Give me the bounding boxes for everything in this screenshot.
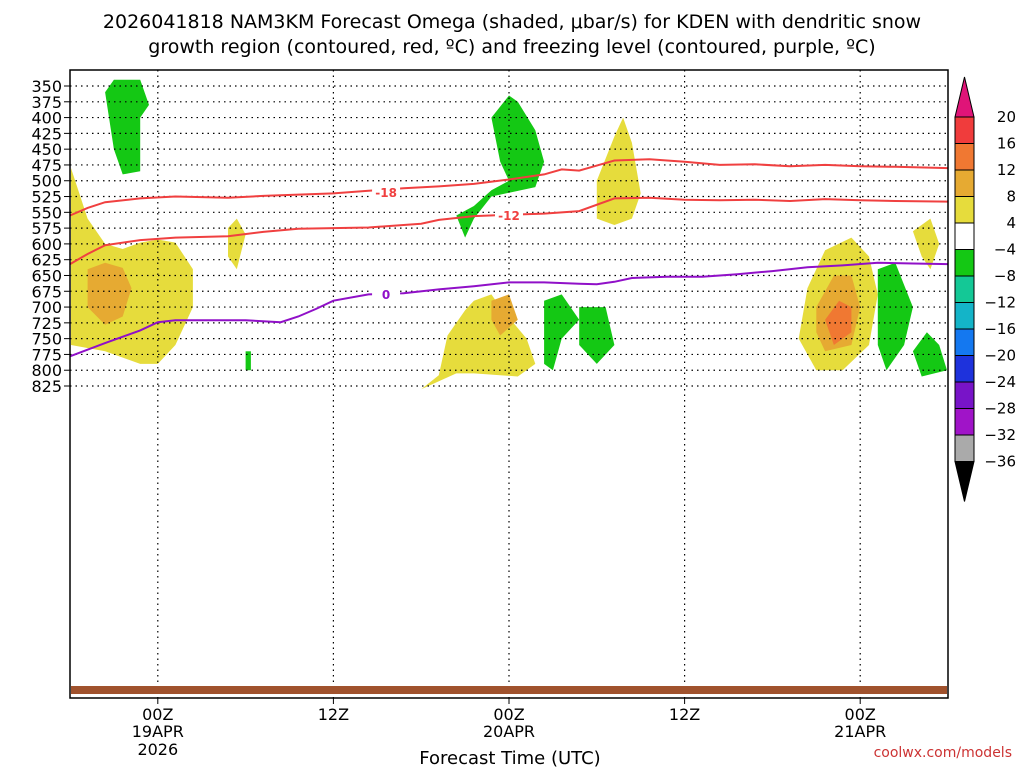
chart-title-line1: 2026041818 NAM3KM Forecast Omega (shaded… [103,11,921,33]
colorbar-segment-1 [954,116,975,144]
omega-region-7 [456,95,545,238]
y-tick-label-550: 550 [31,203,62,222]
x-date-label-20: 20APR [483,722,535,741]
x-date-label-40: 21APR [834,722,886,741]
x-tick-label-0: 00Z [142,705,173,724]
colorbar-label-2: 12 [997,161,1016,179]
colorbar-label-0: 20 [997,108,1016,126]
contour-label-1: -12 [498,209,520,223]
x-axis-title: Forecast Time (UTC) [419,748,600,768]
y-tick-label-725: 725 [31,314,62,333]
colorbar-label-10: −24 [984,373,1016,391]
pressure-axis: 3503754004254504755005255505756006256506… [31,77,70,396]
y-tick-label-675: 675 [31,282,62,301]
x-date-label-0: 19APR [132,722,184,741]
isotherm-contours: -18 -12 0 [69,158,949,358]
colorbar-bottom-arrow [954,461,975,502]
y-tick-label-500: 500 [31,172,62,191]
omega-region-8 [544,294,580,371]
colorbar-label-7: −12 [984,294,1016,312]
colorbar-segment-6 [954,249,975,277]
contour-label-bg-1 [495,206,523,222]
omega-region-9 [579,307,615,364]
x-tick-label-40: 00Z [845,705,876,724]
y-tick-label-475: 475 [31,156,62,175]
y-tick-label-400: 400 [31,109,62,128]
x-year-label-0: 2026 [137,740,178,759]
y-tick-label-650: 650 [31,266,62,285]
contour-label-bg-2 [372,285,401,301]
colorbar-segment-8 [954,302,975,330]
y-tick-label-425: 425 [31,124,62,143]
colorbar-segment-9 [954,328,975,356]
y-tick-label-800: 800 [31,361,62,380]
y-tick-label-775: 775 [31,345,62,364]
x-tick-label-10: 12Z [318,705,349,724]
contour-line-2 [69,261,949,358]
y-tick-label-350: 350 [31,77,62,96]
y-tick-label-525: 525 [31,188,62,207]
terrain-fill [71,686,947,694]
chart-title-line2: growth region (contoured, red, ºC) and f… [148,36,875,58]
y-tick-label-825: 825 [31,377,62,396]
colorbar-segment-2 [954,143,975,171]
colorbar-label-1: 16 [997,135,1016,153]
colorbar-segment-13 [954,434,975,462]
terrain-band [71,686,947,694]
y-tick-label-750: 750 [31,330,62,349]
omega-region-15 [912,218,940,270]
colorbar-label-13: −36 [984,453,1016,471]
colorbar-segment-4 [954,196,975,224]
omega-region-1 [87,262,132,325]
y-tick-label-625: 625 [31,251,62,270]
colorbar-segment-11 [954,381,975,409]
x-tick-label-20: 00Z [493,705,524,724]
colorbar-label-9: −20 [984,347,1016,365]
omega-region-2 [228,218,246,270]
y-tick-label-450: 450 [31,140,62,159]
omega-colorbar: 20 16 12 8 4 −4 −8 −12 −16 −20 −24 −28 −32 −36 [954,76,1016,502]
contour-line-0 [69,158,949,217]
contour-label-bg-0 [372,184,401,200]
colorbar-label-11: −28 [984,400,1016,418]
y-tick-label-700: 700 [31,298,62,317]
omega-region-14 [877,262,913,371]
colorbar-label-4: 4 [1006,214,1016,232]
omega-region-16 [912,332,947,377]
omega-shading [71,79,947,390]
contour-line-1 [69,196,949,265]
colorbar-segment-12 [954,408,975,436]
omega-region-6 [491,294,518,336]
omega-region-13 [825,300,852,345]
credit-text: coolwx.com/models [874,745,1012,761]
colorbar-label-6: −8 [994,267,1016,285]
y-tick-label-575: 575 [31,219,62,238]
x-tick-label-30: 12Z [669,705,700,724]
colorbar-top-arrow [954,76,975,118]
colorbar-segment-5 [954,222,975,250]
y-tick-label-375: 375 [31,93,62,112]
y-tick-label-600: 600 [31,235,62,254]
colorbar-segment-7 [954,275,975,303]
colorbar-segment-3 [954,169,975,197]
omega-region-3 [105,79,149,175]
contour-label-2: 0 [382,288,390,302]
colorbar-segment-10 [954,355,975,383]
colorbar-label-5: −4 [994,241,1016,259]
omega-region-4 [245,351,251,371]
contour-label-0: -18 [375,186,397,200]
colorbar-label-3: 8 [1006,188,1016,206]
colorbar-label-8: −16 [984,320,1016,338]
colorbar-label-12: −32 [984,426,1016,444]
